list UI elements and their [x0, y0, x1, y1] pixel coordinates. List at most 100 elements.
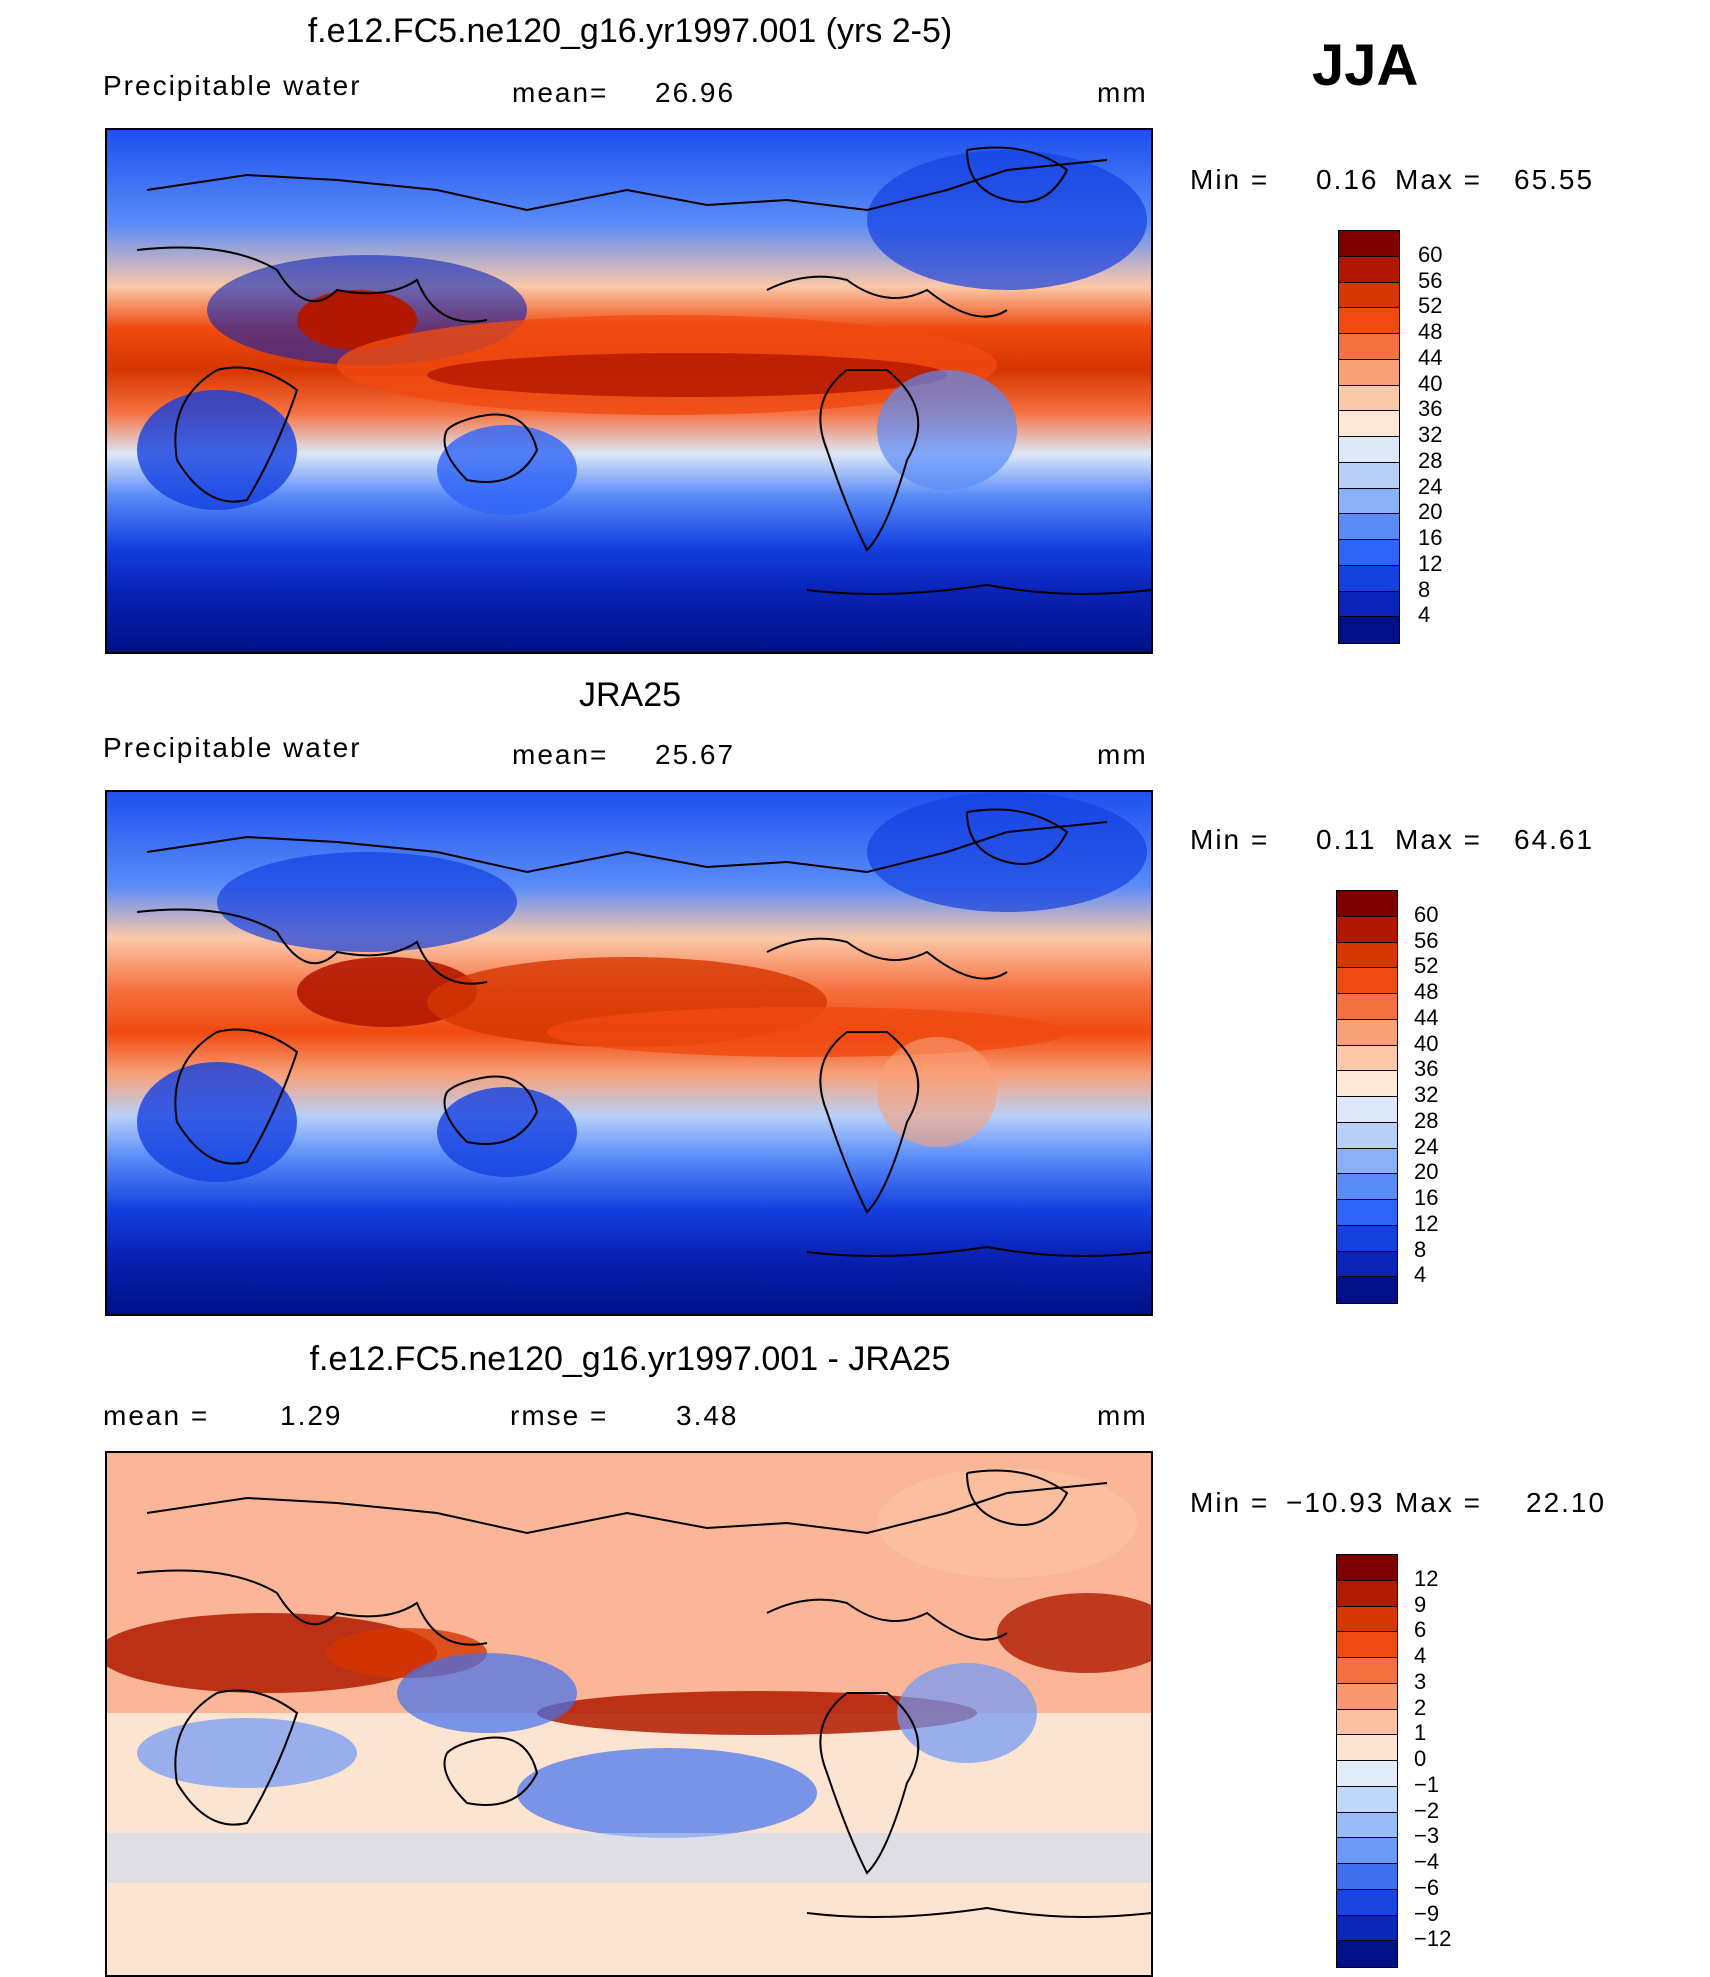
- colorbar-tick-label: 12: [1414, 1565, 1439, 1591]
- colorbar-segment: [1339, 308, 1399, 334]
- colorbar-tick-label: 40: [1418, 370, 1443, 396]
- colorbar-segment: [1337, 1045, 1397, 1072]
- colorbar-segment: [1339, 437, 1399, 463]
- colorbar-segment: [1337, 1632, 1397, 1658]
- colorbar-segment: [1339, 334, 1399, 360]
- panel-1-min-label: Min =: [1190, 164, 1270, 195]
- panel-2-mean-value: 25.67: [655, 739, 736, 770]
- panel-1-max-value: 65.55: [1514, 164, 1595, 195]
- colorbar-tick-label: 24: [1418, 473, 1443, 499]
- colorbar-tick-label: 32: [1414, 1082, 1439, 1107]
- precipitable-water-difference-map: [107, 1453, 1151, 1975]
- colorbar-tick-label: 0: [1414, 1746, 1427, 1771]
- panel-1-max-label: Max =: [1395, 164, 1483, 195]
- panel-3-rmse-value: 3.48: [676, 1400, 739, 1431]
- colorbar-tick-label: −4: [1414, 1849, 1440, 1874]
- colorbar-segment: [1339, 591, 1399, 618]
- colorbar-tick-label: 52: [1418, 293, 1443, 319]
- panel-3-rmse-label: rmse =: [510, 1400, 609, 1431]
- colorbar-segment: [1337, 1225, 1397, 1252]
- colorbar-tick-label: −6: [1414, 1874, 1440, 1900]
- panel-1-title: f.e12.FC5.ne120_g16.yr1997.001 (yrs 2-5): [307, 12, 953, 50]
- panel-1-colorbar-ticks: 60 56 52 48 44 40 36 32 28 24 20 16 12 8 4: [1418, 230, 1478, 644]
- colorbar-segment: [1337, 994, 1397, 1020]
- colorbar-tick-label: 48: [1414, 979, 1439, 1004]
- colorbar-segment: [1339, 282, 1399, 309]
- colorbar-tick-label: 56: [1414, 927, 1439, 953]
- colorbar-segment: [1339, 411, 1399, 437]
- colorbar-tick-label: 2: [1414, 1694, 1427, 1720]
- colorbar-segment: [1337, 1148, 1397, 1175]
- colorbar-tick-label: 16: [1418, 525, 1443, 550]
- colorbar-segment: [1337, 1941, 1397, 1967]
- colorbar-segment: [1337, 1889, 1397, 1916]
- colorbar-segment: [1339, 256, 1399, 283]
- colorbar-tick-label: 20: [1414, 1159, 1439, 1185]
- panel-3-mean-label: mean =: [103, 1400, 210, 1431]
- colorbar-segment: [1337, 1200, 1397, 1226]
- colorbar-segment: [1337, 1658, 1397, 1684]
- colorbar-segment: [1339, 359, 1399, 386]
- colorbar-tick-label: 44: [1418, 344, 1443, 370]
- precipitable-water-jra25-map: [107, 792, 1151, 1314]
- colorbar-tick-label: −12: [1414, 1926, 1452, 1952]
- colorbar-segment: [1339, 488, 1399, 515]
- panel-1-map: [105, 128, 1153, 654]
- colorbar-segment: [1337, 891, 1397, 917]
- colorbar-segment: [1337, 1812, 1397, 1839]
- colorbar-tick-label: 36: [1418, 396, 1443, 422]
- panel-3-min-value: −10.93: [1286, 1487, 1385, 1518]
- colorbar-tick-label: 8: [1418, 576, 1431, 602]
- colorbar-tick-label: 40: [1414, 1030, 1439, 1056]
- colorbar-segment: [1337, 1122, 1397, 1149]
- colorbar-tick-label: 20: [1418, 499, 1443, 525]
- colorbar-tick-label: 60: [1414, 901, 1439, 927]
- colorbar-tick-label: 32: [1418, 422, 1443, 447]
- colorbar-tick-label: −3: [1414, 1823, 1440, 1849]
- colorbar-tick-label: −2: [1414, 1797, 1440, 1823]
- panel-3-title: f.e12.FC5.ne120_g16.yr1997.001 - JRA25: [309, 1340, 951, 1378]
- colorbar-segment: [1337, 1786, 1397, 1813]
- colorbar-segment: [1337, 1838, 1397, 1864]
- colorbar-tick-label: 4: [1414, 1262, 1427, 1288]
- colorbar-tick-label: 60: [1418, 241, 1443, 267]
- colorbar-segment: [1339, 385, 1399, 412]
- colorbar-segment: [1337, 942, 1397, 969]
- colorbar-segment: [1337, 1277, 1397, 1303]
- colorbar-tick-label: 3: [1414, 1668, 1427, 1694]
- colorbar-segment: [1339, 231, 1399, 257]
- season-label: JJA: [1312, 33, 1419, 98]
- colorbar-tick-label: −1: [1414, 1771, 1440, 1797]
- colorbar-segment: [1337, 1761, 1397, 1787]
- colorbar-tick-label: 44: [1414, 1004, 1439, 1030]
- colorbar-segment: [1339, 462, 1399, 489]
- panel-3-max-value: 22.10: [1526, 1487, 1607, 1518]
- colorbar-tick-label: 4: [1418, 602, 1431, 628]
- panel-2-colorbar: [1336, 890, 1398, 1304]
- colorbar-tick-label: 12: [1414, 1210, 1439, 1236]
- colorbar-tick-label: 48: [1418, 319, 1443, 344]
- precipitable-water-model-map: [107, 130, 1151, 652]
- colorbar-segment: [1337, 1864, 1397, 1890]
- colorbar-segment: [1337, 1555, 1397, 1581]
- panel-3-max-label: Max =: [1395, 1487, 1483, 1518]
- colorbar-segment: [1337, 1580, 1397, 1607]
- panel-1-colorbar: [1338, 230, 1400, 644]
- colorbar-segment: [1337, 1071, 1397, 1097]
- colorbar-tick-label: 28: [1418, 447, 1443, 473]
- colorbar-segment: [1339, 540, 1399, 566]
- panel-3-colorbar-ticks: 12 9 6 4 3 2 1 0 −1 −2 −3 −4 −6 −9 −12: [1414, 1554, 1474, 1968]
- colorbar-tick-label: 1: [1414, 1720, 1427, 1746]
- colorbar-segment: [1337, 1709, 1397, 1736]
- colorbar-tick-label: 56: [1418, 267, 1443, 293]
- colorbar-tick-label: 36: [1414, 1056, 1439, 1082]
- colorbar-segment: [1337, 916, 1397, 943]
- panel-3-units: mm: [1097, 1400, 1148, 1431]
- panel-2-mean-label: mean=: [512, 739, 609, 770]
- panel-3-mean-value: 1.29: [280, 1400, 343, 1431]
- colorbar-segment: [1337, 1174, 1397, 1200]
- panel-3-map: [105, 1451, 1153, 1977]
- panel-1-variable: Precipitable water: [103, 70, 362, 101]
- colorbar-tick-label: 24: [1414, 1133, 1439, 1159]
- colorbar-segment: [1337, 1606, 1397, 1633]
